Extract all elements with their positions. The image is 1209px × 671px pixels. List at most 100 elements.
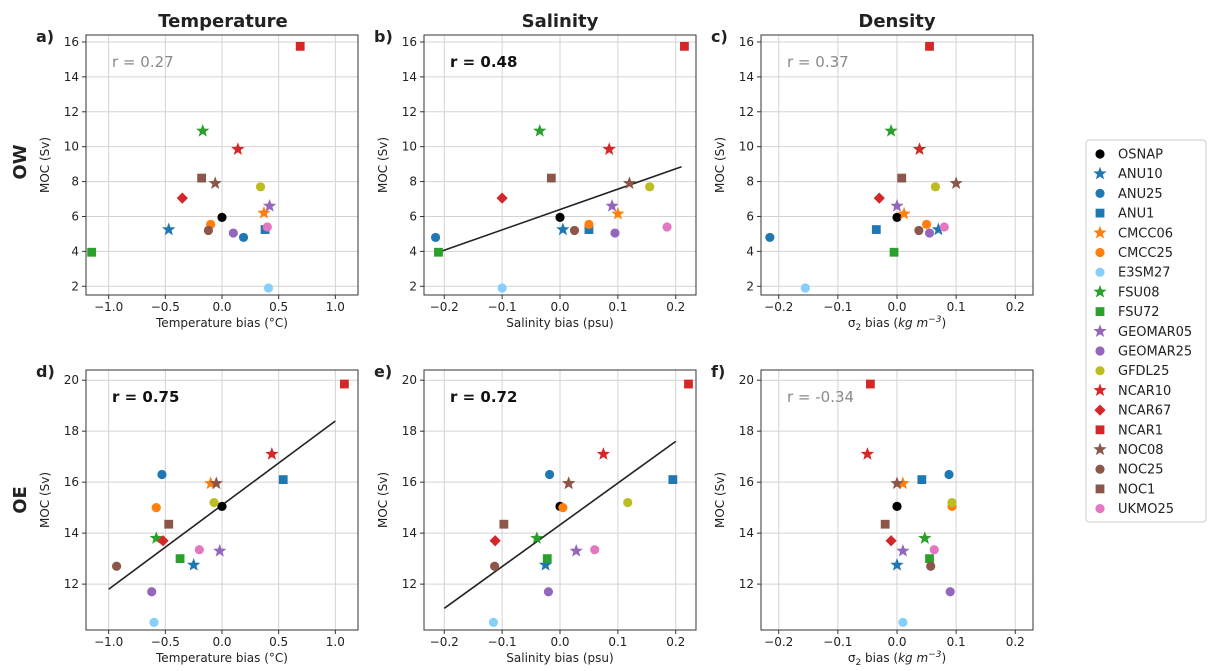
e3sm27-marker: [149, 617, 159, 627]
ncar1-marker: [684, 379, 693, 389]
correlation-annotation: r = 0.37: [787, 53, 849, 71]
e3sm27-marker: [497, 283, 507, 293]
x-tick-label: 0.2: [1006, 300, 1025, 314]
e3sm27-marker: [263, 283, 274, 293]
ncar67-marker: [176, 192, 188, 204]
panels: −1.0 −0.5 0.0 0.5 1.0 2 4 6 8 10 12 14 16 Temperature…: [36, 27, 1034, 668]
x-tick-label: 0.1: [947, 300, 966, 314]
panel-label: b): [374, 27, 393, 46]
anu1-marker: [278, 475, 288, 485]
y-tick-label: 16: [64, 35, 79, 49]
noc08-marker: [890, 476, 904, 490]
fsu08-marker: [196, 123, 210, 137]
anu1-marker: [584, 225, 594, 234]
panel-b: −0.2 −0.1 0.0 0.1 0.2 2 4 6 8 10 12 14 16 Salinity bi…: [374, 27, 697, 330]
y-tick-label: 20: [64, 373, 79, 387]
gfdl25-marker: [930, 182, 941, 192]
noc1-marker: [197, 173, 206, 183]
x-axis-label: Salinity bias (psu): [506, 651, 613, 665]
ncar1-marker: [680, 41, 689, 51]
x-tick-label: 0.0: [212, 300, 231, 314]
ncar10-marker: [265, 447, 279, 460]
legend-geomar25-marker: [1095, 346, 1105, 356]
legend-label: ANU10: [1118, 167, 1163, 182]
x-tick-label: −1.0: [94, 300, 123, 314]
geomar25-marker: [228, 228, 238, 238]
panel-label: a): [36, 27, 54, 46]
ukmo25-marker: [662, 222, 672, 232]
column-title-temperature: Temperature: [158, 11, 287, 32]
osnap-marker: [217, 212, 227, 222]
y-axis-label: MOC (Sv): [38, 137, 52, 193]
legend-label: NCAR10: [1118, 384, 1171, 399]
legend-item-e3sm27: E3SM27: [1095, 266, 1171, 281]
legend-item-ukmo25: UKMO25: [1095, 502, 1174, 517]
y-tick-label: 18: [64, 424, 79, 438]
legend-label: NCAR67: [1118, 404, 1171, 419]
legend-label: OSNAP: [1118, 148, 1163, 163]
anu10-marker: [162, 222, 176, 236]
x-tick-label: 1.0: [326, 300, 345, 314]
fsu08-marker: [533, 123, 547, 137]
cmcc25-marker: [921, 219, 932, 229]
noc08-marker: [208, 176, 222, 189]
gfdl25-marker: [623, 497, 633, 508]
y-tick-label: 16: [402, 35, 417, 49]
x-axis-label: σ2 bias (kg m−3): [848, 650, 946, 668]
y-tick-label: 14: [64, 526, 79, 540]
y-tick-label: 6: [71, 209, 79, 223]
geomar05-marker: [605, 199, 619, 212]
e3sm27-marker: [800, 283, 810, 293]
panel-label: d): [36, 362, 55, 381]
legend-fsu08-marker: [1093, 284, 1107, 298]
anu25-marker: [765, 232, 775, 243]
y-tick-label: 14: [739, 526, 754, 540]
x-axis-label: Temperature bias (°C): [155, 651, 288, 665]
row-label-ow: OW: [10, 144, 31, 179]
gfdl25-marker: [255, 182, 266, 192]
x-axis-label: σ2 bias (kg m−3): [848, 315, 946, 333]
y-tick-label: 12: [64, 577, 79, 591]
panel-e: −0.2 −0.1 0.0 0.1 0.2 12 14 16 18 20 Salinity bias…: [374, 362, 697, 665]
e3sm27-marker: [488, 617, 499, 627]
anu25-marker: [157, 469, 167, 480]
panel-f: −0.2 −0.1 0.0 0.1 0.2 12 14 16 18 20 σ2 bias (kg m…: [711, 362, 1034, 668]
x-tick-label: 0.1: [947, 635, 966, 649]
regression-line: [438, 165, 682, 254]
legend-item-cmcc06: CMCC06: [1093, 225, 1173, 241]
y-tick-label: 20: [402, 373, 417, 387]
ncar67-marker: [885, 535, 897, 547]
y-tick-label: 4: [746, 244, 754, 258]
legend-item-cmcc25: CMCC25: [1095, 246, 1173, 261]
cmcc25-marker: [151, 503, 161, 513]
y-tick-label: 8: [409, 175, 417, 189]
legend-label: ANU25: [1118, 187, 1163, 202]
y-tick-label: 12: [402, 577, 417, 591]
ncar10-marker: [912, 142, 927, 155]
noc25-marker: [203, 225, 213, 236]
y-tick-label: 16: [64, 475, 79, 489]
cmcc06-marker: [204, 476, 218, 490]
legend-label: CMCC06: [1118, 226, 1173, 241]
y-tick-label: 14: [402, 526, 417, 540]
y-tick-label: 12: [739, 577, 754, 591]
geomar05-marker: [890, 199, 904, 212]
anu10-marker: [556, 222, 570, 236]
legend: OSNAP ANU10 ANU25 ANU1 CMCC06 CMCC25 E3SM27 FSU…: [1085, 139, 1207, 523]
cmcc06-marker: [897, 206, 911, 220]
e3sm27-marker: [898, 617, 908, 627]
legend-cmcc25-marker: [1095, 247, 1105, 258]
y-tick-label: 20: [739, 373, 754, 387]
y-axis-label: MOC (Sv): [713, 472, 727, 528]
legend-label: FSU72: [1118, 305, 1160, 320]
legend-item-noc08: NOC08: [1093, 442, 1164, 458]
ncar67-marker: [873, 192, 885, 204]
noc08-marker: [949, 176, 963, 189]
geomar05-marker: [896, 543, 910, 557]
legend-item-ncar10: NCAR10: [1093, 383, 1171, 399]
y-tick-label: 8: [746, 175, 754, 189]
y-tick-label: 16: [739, 475, 754, 489]
panel-label: e): [374, 362, 392, 381]
y-tick-label: 8: [71, 175, 79, 189]
noc1-marker: [499, 519, 509, 529]
